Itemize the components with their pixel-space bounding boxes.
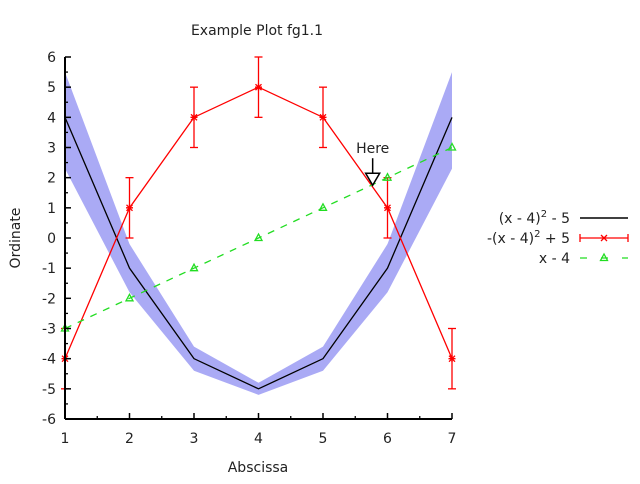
x-tick-label: 1 bbox=[61, 431, 70, 447]
legend-label-text: -(x - 4) bbox=[487, 231, 534, 247]
x-tick-label: 3 bbox=[190, 431, 199, 447]
y-tick-label: -1 bbox=[42, 261, 56, 277]
legend-label-text: x - 4 bbox=[539, 251, 570, 267]
x-tick-label: 2 bbox=[125, 431, 134, 447]
y-tick-label: 5 bbox=[47, 80, 56, 96]
legend-label-text: + 5 bbox=[540, 231, 570, 247]
series-3-marker bbox=[382, 172, 393, 181]
x-tick-label: 4 bbox=[254, 431, 263, 447]
series-2-line bbox=[64, 86, 453, 359]
series-2-marker bbox=[448, 355, 456, 363]
x-tick-label: 7 bbox=[448, 431, 457, 447]
y-tick-label: -5 bbox=[42, 382, 56, 398]
y-tick-label: 1 bbox=[47, 201, 56, 217]
y-tick-label: 4 bbox=[47, 110, 56, 126]
legend-label-superscript: 2 bbox=[541, 209, 547, 220]
y-tick-label: 6 bbox=[47, 50, 56, 66]
series-2-marker bbox=[384, 204, 391, 212]
series-3-marker bbox=[318, 202, 328, 211]
x-axis-label: Abscissa bbox=[228, 460, 289, 476]
series-1-line bbox=[64, 117, 453, 390]
y-tick-label: -6 bbox=[42, 412, 56, 428]
series-3-marker bbox=[253, 232, 264, 242]
legend-swatch-marker bbox=[599, 252, 609, 262]
series-2-marker bbox=[319, 113, 327, 121]
series-3-line bbox=[64, 146, 453, 330]
legend-label: -(x - 4)2 + 5 bbox=[487, 229, 570, 247]
y-tick-label: -4 bbox=[42, 352, 56, 368]
legend-label-text: (x - 4) bbox=[499, 211, 541, 227]
y-tick-label: 0 bbox=[47, 231, 56, 247]
series-3-marker bbox=[447, 142, 457, 151]
y-tick-label: 2 bbox=[47, 171, 56, 187]
y-tick-label: -3 bbox=[42, 322, 56, 338]
y-tick-label: 3 bbox=[47, 141, 56, 157]
annotation-arrow-head bbox=[364, 172, 381, 187]
legend-label-superscript: 2 bbox=[534, 229, 540, 240]
series-2-marker bbox=[190, 113, 198, 121]
legend-swatch-marker bbox=[600, 234, 608, 242]
series-3-marker bbox=[189, 262, 199, 272]
legend-label-text: - 5 bbox=[547, 211, 570, 227]
x-tick-label: 6 bbox=[383, 431, 392, 447]
series-3-marker bbox=[124, 292, 135, 302]
y-tick-label: -2 bbox=[42, 291, 56, 307]
legend-label: x - 4 bbox=[539, 251, 570, 267]
x-tick-label: 5 bbox=[319, 431, 328, 447]
series-2-marker bbox=[126, 204, 133, 212]
series-2-marker bbox=[255, 83, 262, 91]
y-axis-label: Ordinate bbox=[8, 208, 24, 269]
annotation-label: Here bbox=[356, 141, 389, 157]
chart-title: Example Plot fg1.1 bbox=[191, 23, 323, 39]
legend-label: (x - 4)2 - 5 bbox=[499, 209, 570, 227]
